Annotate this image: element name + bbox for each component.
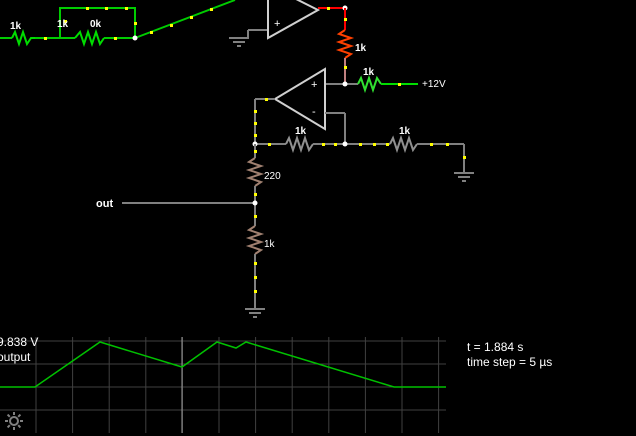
scope-channel-label: output — [0, 350, 31, 364]
ground-symbol-bottom[interactable] — [245, 308, 265, 318]
input-network[interactable] — [0, 0, 236, 48]
scope-panel[interactable] — [0, 337, 446, 433]
supply-label: +12V — [422, 79, 446, 90]
feedback-network[interactable] — [254, 99, 465, 172]
supply-branch[interactable] — [326, 74, 418, 94]
scope-value: 9.838 V — [0, 335, 39, 349]
opamp-top-plus: + — [274, 18, 280, 30]
resistor-label-top-mid-a: 1k — [57, 19, 69, 30]
gear-icon[interactable] — [4, 411, 24, 431]
resistor-label-feedback-right: 1k — [399, 126, 411, 137]
current-dots — [254, 98, 466, 293]
resistor-220[interactable] — [245, 144, 265, 226]
resistor-label-vertical-red: 1k — [355, 43, 367, 54]
opamp-main-plus: + — [311, 79, 317, 91]
resistor-bottom[interactable] — [245, 225, 265, 308]
opamp-top[interactable]: + — [267, 0, 321, 40]
resistor-label-top-left: 1k — [10, 21, 22, 32]
sim-time: t = 1.884 s — [467, 340, 524, 354]
opamp-main[interactable]: + - — [273, 67, 326, 131]
resistor-label-bottom: 1k — [264, 239, 276, 250]
ground-symbol-top[interactable] — [229, 30, 249, 47]
resistor-label-supply: 1k — [363, 67, 375, 78]
output-label: out — [96, 198, 113, 210]
opamp-main-minus: - — [312, 106, 316, 118]
resistor-label-top-mid-b: 0k — [90, 19, 102, 30]
scope-trace — [0, 341, 446, 388]
resistor-label-220: 220 — [264, 171, 281, 182]
resistor-label-feedback-left: 1k — [295, 126, 307, 137]
sim-time-step: time step = 5 µs — [467, 355, 553, 369]
ground-symbol-right[interactable] — [454, 172, 474, 182]
